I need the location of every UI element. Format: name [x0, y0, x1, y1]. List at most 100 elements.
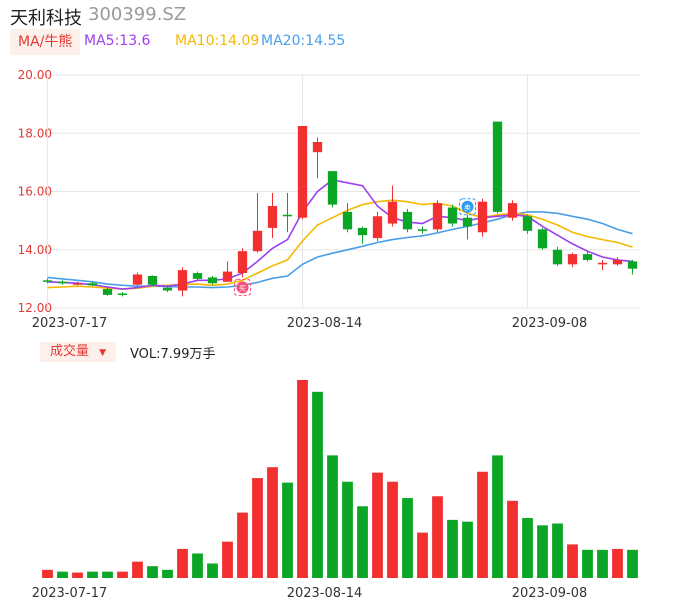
candle-body [372, 216, 383, 239]
volume-bar [627, 549, 638, 578]
candle-body [627, 261, 638, 269]
volume-indicator-selector[interactable]: 成交量 ▼ [40, 342, 117, 362]
candle-body [42, 280, 53, 282]
candle-body [252, 230, 263, 252]
volume-bar [612, 548, 623, 578]
ma5-line [47, 179, 633, 290]
price-y-tick-label: 12.00 [18, 301, 52, 315]
volume-x-tick-label: 2023-09-08 [512, 586, 588, 601]
volume-bar [117, 571, 128, 578]
volume-bar [102, 571, 113, 578]
volume-bar [222, 541, 233, 578]
candle-body [237, 251, 248, 274]
candle-body [357, 227, 368, 236]
candle-body [72, 283, 83, 285]
candle-body [477, 201, 488, 233]
volume-bar [132, 561, 143, 578]
volume-bar [342, 481, 353, 578]
marker-frame [234, 278, 251, 296]
volume-bar [57, 571, 68, 578]
price-y-tick-label: 20.00 [18, 68, 52, 82]
volume-bar [162, 569, 173, 578]
volume-bar [402, 498, 413, 578]
candle-body [177, 270, 188, 291]
candle-body [582, 254, 593, 260]
price-x-tick-label: 2023-07-17 [32, 316, 108, 331]
candle-body [207, 277, 218, 284]
volume-bar [312, 391, 323, 578]
buy-marker-icon: 买 [234, 278, 251, 296]
volume-bar [537, 525, 548, 578]
volume-bar [237, 512, 248, 578]
volume-bar [282, 482, 293, 578]
marker-glyph: 买 [239, 284, 246, 292]
volume-bar [522, 518, 533, 578]
stock-name: 天利科技 [10, 8, 82, 29]
marker-glyph: 卖 [464, 204, 471, 212]
candle-body [522, 216, 533, 231]
candle-body [432, 203, 443, 230]
sell-marker-icon: 卖 [459, 198, 476, 216]
volume-bar [297, 380, 308, 578]
volume-bar [177, 548, 188, 578]
candle-body [492, 121, 503, 212]
candle-body [57, 281, 68, 284]
volume-bar [207, 563, 218, 578]
volume-bar [267, 467, 278, 578]
candle-body [612, 259, 623, 265]
volume-bar [357, 506, 368, 578]
ma20-value: MA20:14.55 [261, 33, 346, 49]
volume-bar [507, 500, 518, 578]
candle-body [192, 273, 203, 279]
candle-body [552, 249, 563, 265]
candle-body [507, 203, 518, 218]
volume-bar [42, 569, 53, 578]
price-y-tick-label: 18.00 [18, 126, 52, 140]
volume-bar [72, 572, 83, 578]
chevron-down-icon: ▼ [99, 348, 107, 358]
volume-bar [597, 549, 608, 578]
candle-body [282, 214, 293, 217]
candle-body [117, 293, 128, 295]
ma10-value: MA10:14.09 [175, 33, 260, 49]
volume-bar [387, 481, 398, 578]
candle-body [597, 262, 608, 265]
volume-bar [252, 478, 263, 578]
volume-bar [147, 566, 158, 578]
volume-bar [447, 519, 458, 578]
candle-body [222, 271, 233, 282]
volume-bar [327, 455, 338, 578]
volume-x-tick-label: 2023-07-17 [32, 586, 108, 601]
candle-body [402, 211, 413, 230]
candle-body [267, 206, 278, 228]
volume-bar [492, 455, 503, 578]
marker-dot [236, 281, 249, 294]
marker-frame [459, 198, 476, 216]
volume-bar [462, 521, 473, 578]
candle-body [387, 201, 398, 224]
candle-body [462, 217, 473, 227]
price-x-tick-label: 2023-09-08 [512, 316, 588, 331]
volume-bar [552, 523, 563, 578]
volume-x-tick-label: 2023-08-14 [287, 586, 363, 601]
ma-indicator-selector[interactable]: MA/牛熊 [10, 29, 81, 55]
volume-bar [192, 553, 203, 578]
volume-bar [87, 571, 98, 578]
volume-value: VOL:7.99万手 [130, 347, 216, 362]
volume-bar [582, 549, 593, 578]
stock-code: 300399.SZ [88, 4, 187, 25]
candle-body [87, 283, 98, 286]
marker-dot [461, 200, 474, 213]
volume-bar [567, 544, 578, 578]
candle-body [297, 125, 308, 218]
candle-body [447, 207, 458, 224]
volume-bar [417, 532, 428, 578]
price-y-tick-label: 14.00 [18, 243, 52, 257]
price-y-tick-label: 16.00 [18, 185, 52, 199]
price-x-tick-label: 2023-08-14 [287, 316, 363, 331]
volume-bar [477, 471, 488, 578]
candle-body [162, 287, 173, 291]
candle-body [342, 211, 353, 230]
ma5-value: MA5:13.6 [84, 33, 151, 49]
